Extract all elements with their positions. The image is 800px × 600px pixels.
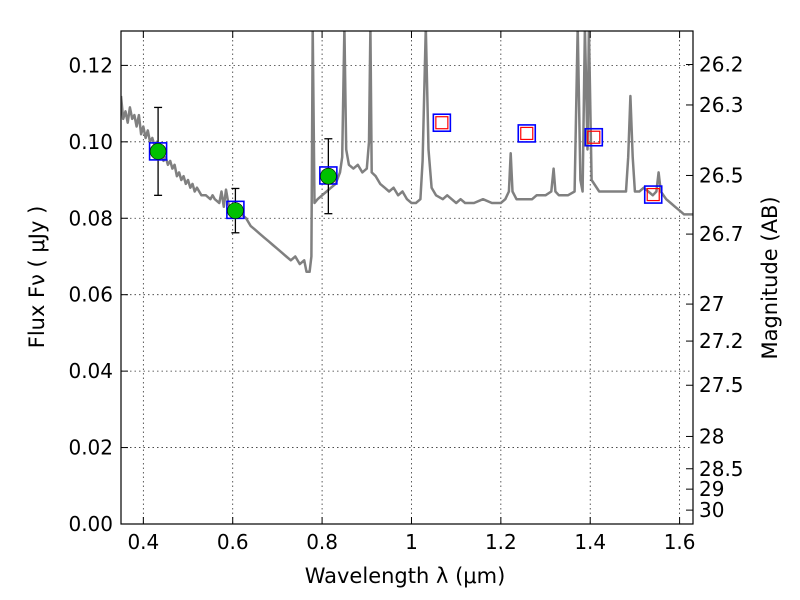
mag-tick-label: 29 (699, 477, 724, 501)
mag-tick-label: 27.2 (699, 329, 744, 353)
mag-tick-label: 27 (699, 292, 724, 316)
model-band-square (517, 124, 537, 143)
x-tick-label: 1 (405, 530, 418, 554)
upper-limit-square (435, 116, 449, 130)
y-axis-right-title: Magnitude (AB) (758, 196, 782, 359)
model-band-square (643, 185, 663, 204)
x-tick-label: 1.6 (664, 530, 696, 554)
x-tick-label: 0.6 (217, 530, 249, 554)
observed-point (149, 143, 167, 160)
mag-tick-label: 26.3 (699, 93, 744, 117)
y-tick-label: 0.04 (68, 359, 113, 383)
axes-frame (120, 30, 694, 525)
grid-lines (121, 31, 693, 525)
observed-point (320, 167, 337, 185)
mag-tick-label: 26.2 (699, 53, 744, 77)
mag-tick-label: 28 (699, 424, 724, 448)
mag-tick-label: 30 (699, 498, 724, 522)
upper-limit-square (587, 130, 601, 144)
model-band-square (148, 142, 168, 161)
axis-ticks: 0.4 0.6 0.8 1 1.2 1.4 1.6 0.00 0.02 0.04 0.06 0.08 0… (68, 31, 744, 554)
model-band-square (584, 127, 604, 147)
x-axis-title: Wavelength λ (μm) (305, 564, 506, 588)
model-band-square (432, 113, 452, 133)
y-tick-label: 0.00 (68, 512, 113, 536)
y-axis-title: Flux Fν ( μJy ) (25, 206, 49, 349)
y-tick-label: 0.12 (68, 53, 113, 77)
observed-point (227, 202, 244, 219)
upper-limit-square (520, 126, 534, 141)
mag-tick-label: 26.5 (699, 163, 744, 187)
plot-frame (120, 30, 694, 525)
mag-tick-label: 27.5 (699, 373, 744, 397)
y-tick-label: 0.08 (68, 206, 113, 230)
plot-area (121, 31, 693, 274)
upper-limit-square (646, 187, 660, 202)
mag-tick-label: 28.5 (699, 457, 744, 481)
model-sed-line (121, 31, 693, 274)
mag-tick-label: 26.7 (699, 222, 744, 246)
x-tick-label: 1.4 (574, 530, 606, 554)
x-tick-label: 1.2 (485, 530, 517, 554)
x-tick-label: 0.4 (127, 530, 159, 554)
y-tick-label: 0.06 (68, 283, 113, 307)
y-tick-label: 0.02 (68, 436, 113, 460)
x-tick-label: 0.8 (306, 530, 338, 554)
y-tick-label: 0.10 (68, 130, 113, 154)
